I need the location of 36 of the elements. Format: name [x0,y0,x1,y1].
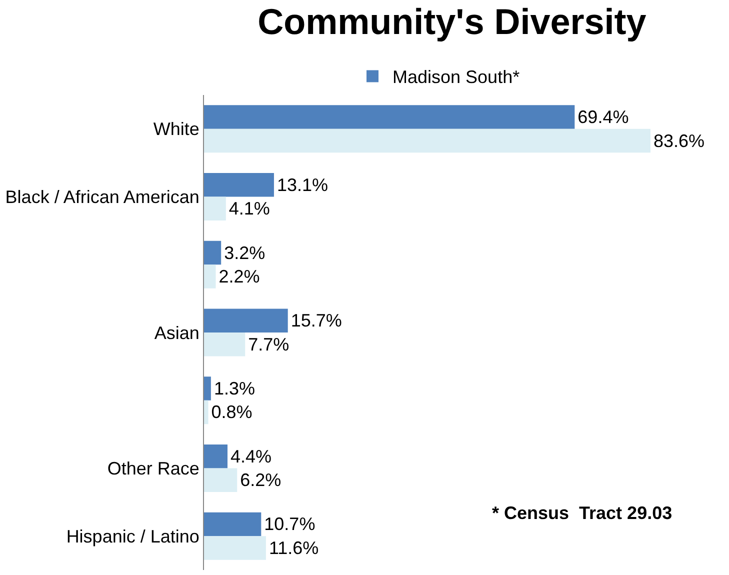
bar [204,105,575,129]
bar [204,264,216,288]
bar [204,308,288,332]
data-label: 69.4% [578,107,629,128]
bar [204,400,208,424]
y-tick-label: Asian [154,322,200,343]
bar [204,444,228,468]
annotation: * Census Tract 29.03 [492,503,672,523]
data-label: 3.2% [224,242,266,263]
y-tick-label: White [153,119,200,140]
data-label: 1.3% [214,378,255,398]
bar [204,468,238,492]
data-label: 4.1% [228,198,270,219]
bar [204,196,226,221]
bar [204,128,650,153]
bar [204,512,262,536]
bar [204,376,211,400]
bar [204,240,222,265]
bar [204,332,246,356]
bar [204,173,274,197]
bar [204,536,266,560]
y-tick-label: Other Race [107,458,200,479]
data-label: 15.7% [290,310,342,331]
data-label: 10.7% [264,514,316,534]
data-label: 4.4% [230,446,272,466]
data-label: 0.8% [211,402,252,422]
y-tick-label: Black / African American [5,187,200,208]
data-label: 11.6% [268,538,319,558]
data-label: 7.7% [248,334,290,354]
data-label: 6.2% [240,470,282,490]
data-label: 13.1% [276,174,328,195]
legend-label: Madison South* [392,67,520,88]
data-label: 83.6% [654,130,705,151]
y-tick-label: Hispanic / Latino [66,526,200,546]
data-label: 2.2% [218,266,260,287]
chart-title: Community's Diversity [258,0,646,42]
